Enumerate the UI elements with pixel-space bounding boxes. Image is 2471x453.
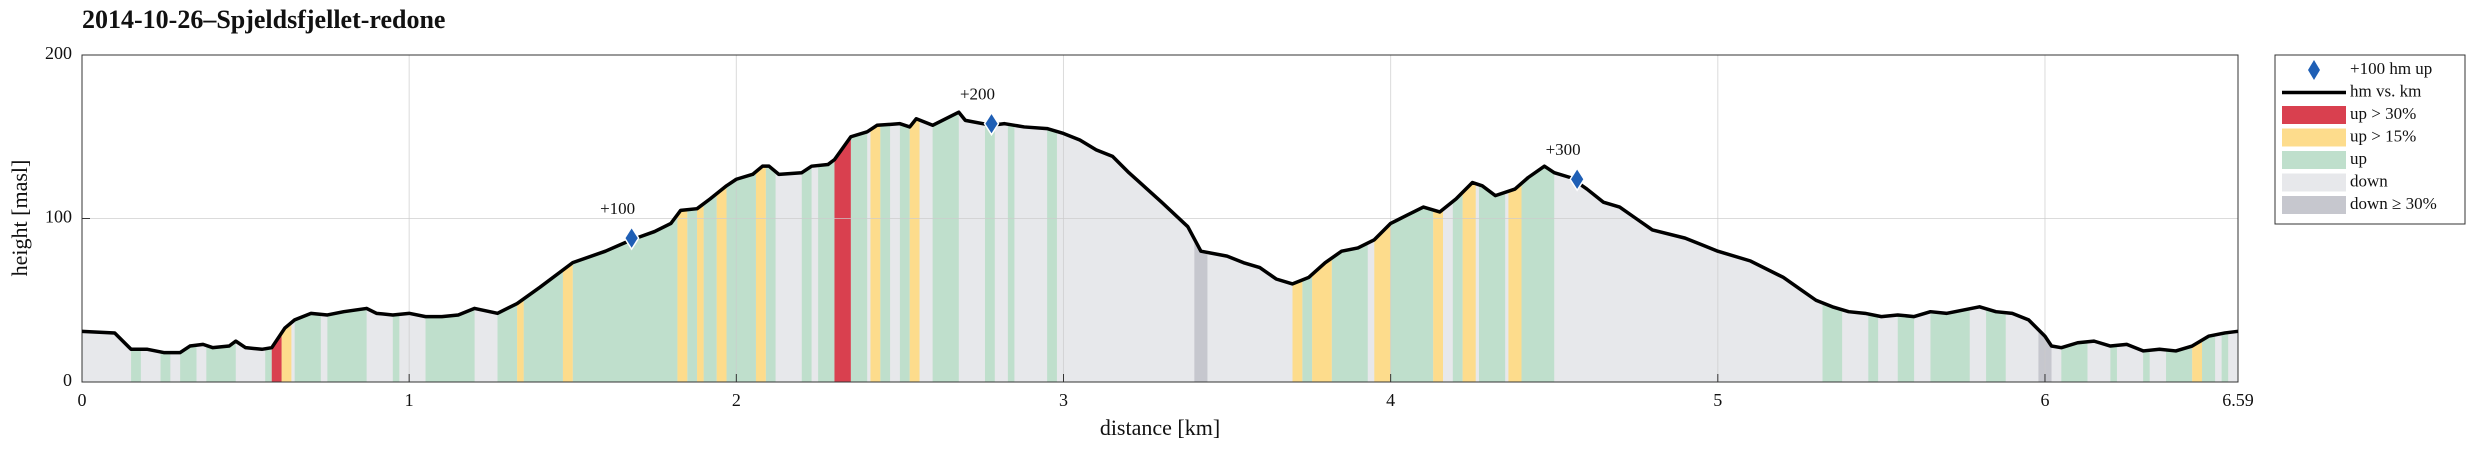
legend-swatch (2282, 106, 2346, 124)
x-tick-label: 2 (732, 390, 741, 410)
legend: +100 hm up hm vs. km up > 30% up > 15% up dow… (2274, 54, 2466, 225)
y-tick-label: 200 (45, 43, 72, 63)
slope-band (294, 313, 321, 382)
x-tick-label: 4 (1386, 390, 1395, 410)
y-tick-label: 100 (45, 207, 72, 227)
slope-band (726, 171, 756, 382)
slope-band (850, 131, 868, 382)
profile-line (81, 110, 2239, 355)
slope-band (1194, 238, 1208, 382)
slope-band (572, 214, 678, 382)
slope-band (1292, 279, 1303, 382)
slope-band (1007, 124, 1015, 382)
x-tick-label: 5 (1713, 390, 1722, 410)
marker-label: +300 (1546, 140, 1581, 159)
slope-band (517, 298, 524, 382)
slope-band (909, 118, 920, 382)
slope-band (1897, 314, 1915, 382)
chart-title: 2014-10-26–Spjeldsfjellet-redone (82, 5, 445, 34)
slope-band (523, 270, 563, 382)
marker (623, 225, 640, 251)
slope-band (765, 166, 776, 382)
slope-band (703, 193, 717, 382)
slope-band (281, 322, 292, 382)
slope-band (697, 203, 704, 382)
slope-band (180, 345, 197, 382)
slope-band (160, 351, 171, 382)
slope-band (562, 262, 573, 382)
slope-band (2061, 341, 2088, 382)
legend-swatch (2282, 151, 2346, 169)
legend-swatch (2282, 173, 2346, 192)
legend-label: hm vs. km (2350, 81, 2421, 100)
slope-band (677, 209, 688, 382)
slope-band (2221, 332, 2229, 382)
y-axis-label: height [masl] (7, 160, 32, 277)
slope-band (2166, 346, 2193, 382)
slope-band (1508, 183, 1522, 382)
legend-swatch (2282, 128, 2346, 147)
x-tick-label: 6.59 (2222, 390, 2254, 410)
slope-band (834, 136, 851, 382)
x-axis-label: distance [km] (1100, 415, 1220, 440)
marker (983, 111, 1000, 137)
slope-band (932, 112, 959, 382)
slope-band (2143, 350, 2150, 382)
slope-band (870, 125, 881, 383)
slope-band (1986, 308, 2006, 382)
slope-band (392, 314, 400, 382)
slope-band (1331, 243, 1368, 382)
slope-band (899, 123, 910, 383)
slope-band (1433, 209, 1443, 382)
legend-label: up > 30% (2350, 104, 2416, 123)
slope-band (984, 124, 995, 383)
legend-label: up (2350, 149, 2367, 168)
slope-band (1868, 313, 1879, 382)
slope-band (1521, 166, 1555, 382)
legend-label: +100 hm up (2350, 59, 2432, 78)
slope-band (1930, 308, 1970, 382)
slope-band (265, 347, 272, 382)
slope-band (1478, 184, 1506, 382)
marker-label: +200 (960, 85, 995, 104)
slope-band (1462, 182, 1476, 382)
slope-band (497, 303, 518, 382)
y-tick-label: 0 (63, 370, 72, 390)
slope-band (1390, 207, 1434, 382)
slope-band (131, 349, 141, 382)
slope-band (1452, 192, 1463, 382)
legend-label: down (2350, 171, 2388, 190)
slope-band (716, 185, 727, 382)
slope-band (1302, 274, 1313, 382)
legend-label: down ≥ 30% (2350, 194, 2437, 213)
slope-band (327, 308, 367, 382)
marker (1569, 166, 1586, 192)
slope-band (880, 124, 891, 382)
slope-band (687, 208, 698, 382)
legend-marker (2308, 60, 2320, 80)
slope-band (2202, 334, 2216, 382)
slope-band (818, 159, 835, 382)
slope-band (801, 166, 812, 382)
slope-band (1047, 128, 1057, 382)
legend-swatch (2282, 196, 2346, 214)
slope-band (425, 308, 475, 382)
slope-band (1822, 302, 1843, 382)
legend-label: up > 15% (2350, 126, 2416, 145)
x-tick-label: 6 (2040, 390, 2049, 410)
x-tick-label: 3 (1059, 390, 1068, 410)
slope-band (1374, 223, 1391, 382)
slope-band (2110, 345, 2117, 382)
x-tick-label: 0 (78, 390, 87, 410)
slope-band (1312, 258, 1332, 382)
slope-band (2192, 340, 2203, 382)
x-tick-label: 1 (405, 390, 414, 410)
slope-band (206, 341, 236, 382)
slope-band (755, 166, 766, 382)
marker-label: +100 (600, 199, 635, 218)
